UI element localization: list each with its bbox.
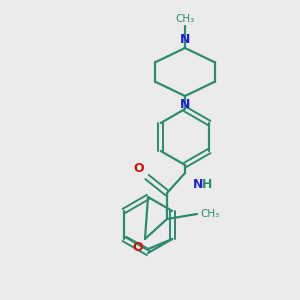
- Text: N: N: [193, 178, 203, 191]
- Text: N: N: [180, 98, 190, 111]
- Text: N: N: [180, 33, 190, 46]
- Text: CH₃: CH₃: [200, 209, 219, 219]
- Text: H: H: [202, 178, 212, 191]
- Text: O: O: [132, 241, 143, 254]
- Text: CH₃: CH₃: [176, 14, 195, 24]
- Text: O: O: [134, 162, 144, 175]
